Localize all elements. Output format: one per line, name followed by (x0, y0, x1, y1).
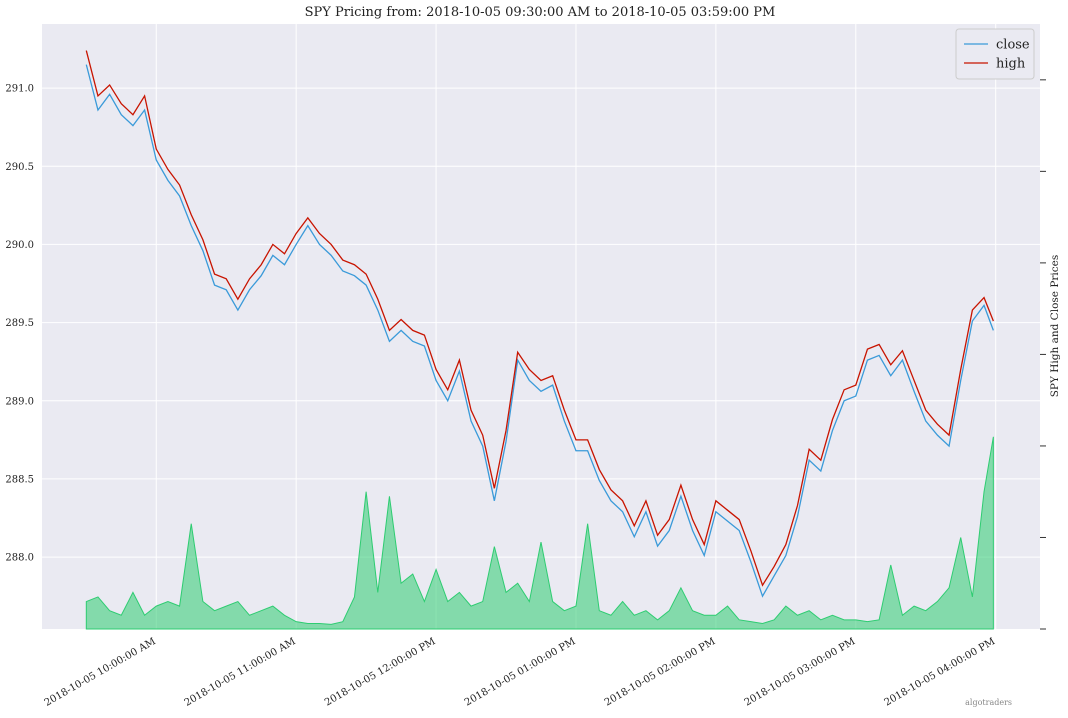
chart-title: SPY Pricing from: 2018-10-05 09:30:00 AM… (305, 5, 776, 20)
volume-area (85, 436, 994, 630)
legend-label: close (996, 38, 1030, 53)
y-tick-label: 288.5 (5, 474, 34, 485)
y-tick-label: 291.0 (5, 84, 34, 95)
price-line (85, 50, 994, 587)
y-tick-label: 289.0 (5, 396, 34, 407)
price-line (85, 64, 994, 598)
x-tick-label: 2018-10-05 11:00:00 AM (183, 636, 298, 709)
y-tick-label: 289.5 (5, 318, 34, 329)
plot-background (42, 24, 1040, 629)
y-tick-label: 290.0 (5, 240, 34, 251)
x-tick-label: 2018-10-05 12:00:00 PM (323, 636, 438, 708)
legend-label: high (996, 57, 1026, 72)
legend-box (955, 28, 1035, 80)
x-tick-label: 2018-10-05 03:00:00 PM (743, 636, 858, 708)
y2-axis-label: SPY High and Close Prices (1049, 255, 1061, 398)
x-tick-label: 2018-10-05 10:00:00 AM (43, 636, 158, 709)
x-tick-label: 2018-10-05 02:00:00 PM (603, 636, 718, 708)
y-tick-label: 288.0 (5, 553, 34, 564)
x-tick-label: 2018-10-05 01:00:00 PM (463, 636, 578, 708)
y-tick-label: 290.5 (5, 162, 34, 173)
footer: algotraders (965, 698, 1012, 707)
